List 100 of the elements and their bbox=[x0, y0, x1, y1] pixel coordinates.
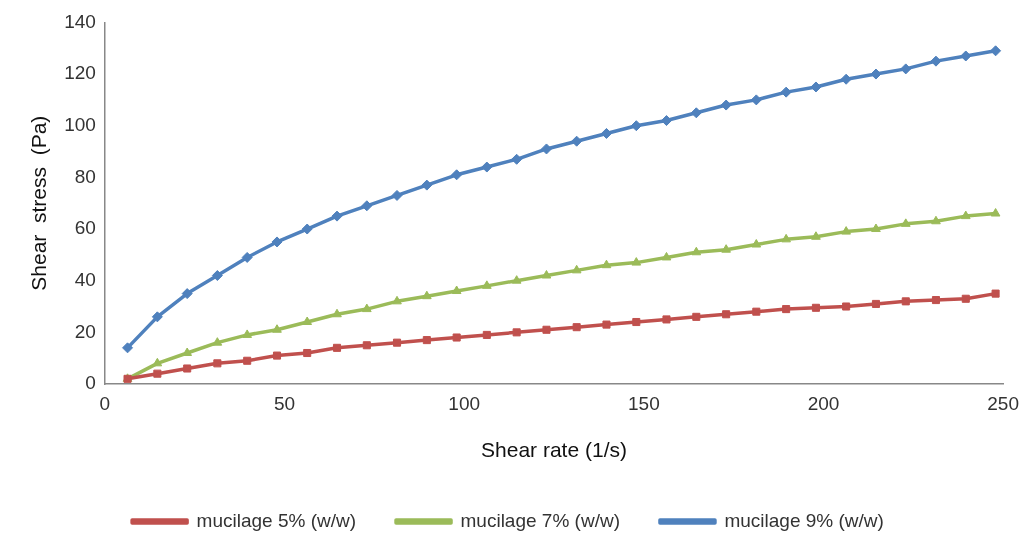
point bbox=[840, 73, 852, 85]
point bbox=[661, 251, 672, 261]
y-tick-label: 120 bbox=[64, 62, 96, 84]
point bbox=[243, 356, 252, 365]
point bbox=[692, 312, 701, 321]
point bbox=[900, 218, 911, 227]
point bbox=[152, 357, 163, 367]
legend-label: mucilage 5% (w/w) bbox=[196, 509, 357, 531]
point bbox=[421, 179, 433, 191]
point bbox=[301, 223, 313, 235]
x-tick-label: 200 bbox=[807, 392, 840, 414]
point bbox=[931, 215, 941, 225]
point bbox=[931, 296, 940, 305]
point bbox=[630, 120, 642, 132]
point bbox=[752, 307, 761, 316]
point bbox=[691, 246, 702, 256]
point bbox=[392, 338, 402, 347]
point bbox=[781, 233, 791, 243]
y-tick-label: 80 bbox=[74, 165, 96, 187]
point bbox=[271, 236, 283, 248]
y-axis-title: Shear stress (Pa) bbox=[27, 115, 51, 291]
point bbox=[751, 239, 762, 248]
point bbox=[871, 299, 880, 308]
point bbox=[511, 275, 522, 284]
point bbox=[810, 81, 822, 93]
y-tick-label: 0 bbox=[85, 372, 96, 394]
point bbox=[601, 259, 612, 269]
x-tick-label: 150 bbox=[628, 392, 660, 414]
point bbox=[571, 264, 582, 274]
point bbox=[272, 351, 282, 360]
point bbox=[422, 290, 432, 300]
point bbox=[213, 359, 222, 368]
point bbox=[542, 325, 551, 334]
point bbox=[272, 324, 282, 333]
x-tick-label: 0 bbox=[99, 392, 111, 414]
point bbox=[452, 333, 461, 342]
point bbox=[540, 143, 552, 155]
point bbox=[362, 303, 372, 313]
point bbox=[930, 55, 942, 67]
point bbox=[451, 285, 462, 295]
legend-label: mucilage 7% (w/w) bbox=[460, 509, 620, 531]
point bbox=[960, 50, 972, 62]
point bbox=[241, 251, 253, 263]
point bbox=[960, 210, 971, 220]
point bbox=[780, 86, 792, 98]
point bbox=[331, 210, 343, 222]
y-tick-label: 20 bbox=[74, 320, 96, 342]
x-axis-title: Shear rate (1/s) bbox=[481, 438, 627, 462]
point bbox=[811, 303, 820, 312]
y-tick-label: 40 bbox=[74, 268, 96, 290]
point bbox=[722, 310, 731, 319]
point bbox=[811, 231, 821, 240]
point bbox=[572, 323, 581, 332]
point bbox=[632, 317, 641, 327]
point bbox=[721, 244, 731, 253]
point bbox=[662, 315, 671, 324]
point bbox=[602, 320, 611, 329]
y-tick-label: 140 bbox=[64, 10, 96, 32]
point bbox=[481, 161, 493, 173]
point bbox=[482, 280, 492, 289]
x-tick-label: 100 bbox=[448, 392, 481, 414]
point bbox=[541, 270, 552, 279]
x-tick-label: 250 bbox=[987, 392, 1019, 414]
legend-label: mucilage 9% (w/w) bbox=[724, 509, 884, 531]
point bbox=[212, 337, 223, 346]
point bbox=[842, 302, 851, 311]
point bbox=[392, 295, 402, 305]
point bbox=[153, 369, 162, 378]
point bbox=[690, 107, 702, 119]
point bbox=[391, 189, 403, 201]
point bbox=[422, 336, 431, 345]
point bbox=[990, 208, 1001, 217]
point bbox=[122, 342, 134, 354]
point bbox=[181, 288, 193, 300]
point bbox=[720, 99, 732, 111]
point bbox=[151, 311, 163, 323]
point bbox=[512, 328, 521, 337]
point bbox=[900, 63, 912, 75]
point bbox=[871, 223, 881, 233]
point bbox=[991, 289, 1000, 298]
point bbox=[511, 153, 523, 165]
point bbox=[451, 169, 463, 181]
point bbox=[302, 316, 313, 326]
point bbox=[961, 294, 970, 303]
point bbox=[841, 226, 851, 235]
point bbox=[242, 329, 253, 338]
y-tick-label: 100 bbox=[64, 113, 96, 135]
point bbox=[571, 135, 583, 147]
point bbox=[901, 297, 910, 306]
point bbox=[332, 343, 342, 352]
point bbox=[631, 257, 642, 266]
point bbox=[361, 200, 373, 212]
point bbox=[990, 45, 1002, 57]
point bbox=[183, 364, 192, 373]
point bbox=[332, 308, 342, 318]
point bbox=[782, 305, 791, 314]
point bbox=[362, 341, 371, 350]
point bbox=[303, 348, 312, 358]
y-tick-label: 60 bbox=[74, 217, 96, 239]
x-tick-label: 50 bbox=[273, 392, 296, 414]
